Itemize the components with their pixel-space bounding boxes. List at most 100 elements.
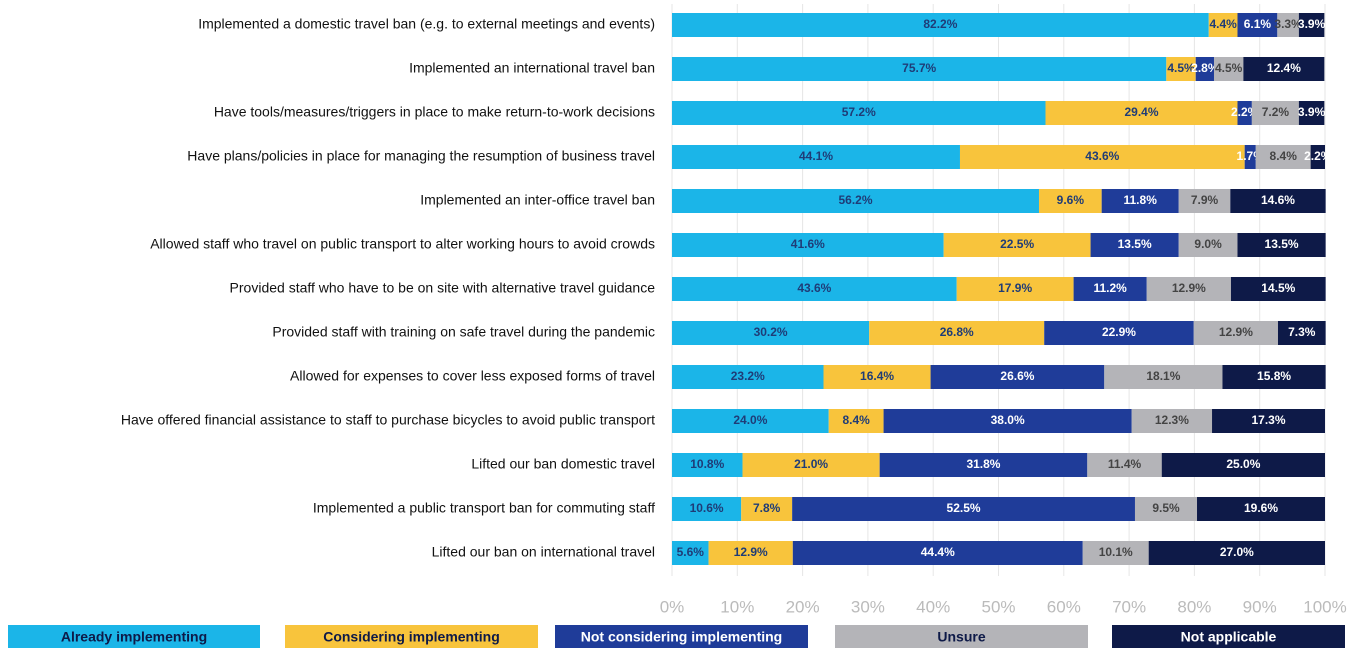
value-label: 25.0%	[1226, 457, 1260, 471]
category-label: Have tools/measures/triggers in place to…	[214, 104, 655, 120]
bar-segment	[672, 101, 1046, 125]
bar-segment	[742, 453, 880, 477]
bar-segment	[1213, 57, 1244, 81]
bar-segment	[956, 277, 1074, 301]
bar-segment	[1166, 57, 1196, 81]
bar-segment	[1230, 189, 1326, 213]
bar-segment	[1045, 101, 1238, 125]
bar-segment	[1251, 101, 1299, 125]
value-label: 10.8%	[690, 457, 724, 471]
bar-segment	[959, 145, 1245, 169]
bar-segment	[672, 365, 824, 389]
bar-segment	[1073, 277, 1147, 301]
bar-segment	[672, 145, 960, 169]
value-label: 11.4%	[1108, 457, 1142, 471]
bar-segment	[672, 277, 957, 301]
bar-segment	[869, 321, 1045, 345]
value-label: 17.9%	[998, 281, 1032, 295]
value-label: 43.6%	[797, 281, 831, 295]
value-label: 22.9%	[1102, 325, 1136, 339]
value-label: 31.8%	[966, 457, 1000, 471]
value-label: 4.5%	[1167, 61, 1195, 75]
value-label: 12.3%	[1155, 413, 1189, 427]
value-label: 10.6%	[690, 501, 724, 515]
legend-swatch	[1112, 625, 1345, 648]
bar-segment	[1090, 233, 1179, 257]
bar-segment	[792, 497, 1135, 521]
value-label: 12.4%	[1267, 61, 1301, 75]
value-label: 19.6%	[1244, 501, 1278, 515]
x-tick-label: 80%	[1177, 597, 1211, 616]
value-label: 12.9%	[1172, 281, 1206, 295]
value-label: 12.9%	[734, 545, 768, 559]
category-label: Provided staff who have to be on site wi…	[230, 280, 656, 296]
bar-segment	[672, 189, 1039, 213]
x-tick-label: 50%	[981, 597, 1015, 616]
value-label: 57.2%	[842, 105, 876, 119]
value-label: 14.5%	[1261, 281, 1295, 295]
value-label: 24.0%	[733, 413, 767, 427]
bar-segment	[1310, 145, 1325, 169]
x-tick-label: 70%	[1112, 597, 1146, 616]
bar-segment	[708, 541, 793, 565]
legend-label: Not considering implementing	[581, 629, 782, 645]
bar-segment	[1134, 497, 1198, 521]
value-label: 44.1%	[799, 149, 833, 163]
value-label: 9.6%	[1057, 193, 1085, 207]
value-label: 13.5%	[1265, 237, 1299, 251]
value-label: 75.7%	[902, 61, 936, 75]
value-label: 8.4%	[842, 413, 870, 427]
value-label: 9.5%	[1152, 501, 1180, 515]
category-label: Allowed staff who travel on public trans…	[150, 236, 655, 252]
bar-segment	[1178, 233, 1238, 257]
value-label: 8.4%	[1270, 149, 1298, 163]
value-label: 82.2%	[923, 17, 957, 31]
bar-segment	[1161, 453, 1325, 477]
value-label: 15.8%	[1257, 369, 1291, 383]
category-label: Implemented an inter-office travel ban	[420, 192, 655, 208]
x-tick-label: 100%	[1303, 597, 1346, 616]
bar-segment	[672, 497, 742, 521]
value-label: 5.6%	[677, 545, 705, 559]
value-label: 9.0%	[1194, 237, 1222, 251]
value-label: 3.9%	[1298, 105, 1326, 119]
value-label: 26.8%	[940, 325, 974, 339]
legend-swatch	[835, 625, 1088, 648]
bar-segment	[792, 541, 1083, 565]
bar-segment	[879, 453, 1088, 477]
category-label: Lifted our ban on international travel	[432, 544, 655, 560]
bar-segment	[1195, 57, 1214, 81]
bar-segment	[1082, 541, 1149, 565]
bar-segment	[1222, 365, 1326, 389]
bar-segment	[672, 321, 870, 345]
bar-segment	[672, 57, 1167, 81]
value-label: 52.5%	[947, 501, 981, 515]
bar-segment	[1101, 189, 1179, 213]
bar-segment	[1277, 13, 1299, 37]
value-label: 41.6%	[791, 237, 825, 251]
category-label: Provided staff with training on safe tra…	[272, 324, 655, 340]
category-label: Implemented a public transport ban for c…	[313, 500, 655, 516]
value-label: 23.2%	[731, 369, 765, 383]
bar-segment	[1230, 277, 1326, 301]
bar-segment	[1277, 321, 1326, 345]
bar-segment	[1038, 189, 1102, 213]
value-label: 21.0%	[794, 457, 828, 471]
legend-label: Already implementing	[61, 629, 207, 645]
category-label: Have offered financial assistance to sta…	[121, 412, 655, 428]
value-label: 43.6%	[1085, 149, 1119, 163]
value-label: 30.2%	[754, 325, 788, 339]
x-tick-label: 20%	[786, 597, 820, 616]
category-label: Lifted our ban domestic travel	[471, 456, 655, 472]
bar-segment	[1178, 189, 1231, 213]
bar-segment	[1044, 321, 1194, 345]
x-tick-label: 0%	[660, 597, 685, 616]
x-tick-label: 90%	[1243, 597, 1277, 616]
value-label: 4.5%	[1215, 61, 1243, 75]
value-label: 11.2%	[1093, 281, 1127, 295]
legend-label: Unsure	[937, 629, 985, 645]
bar-segment	[1237, 233, 1326, 257]
value-label: 2.2%	[1304, 149, 1332, 163]
value-label: 3.3%	[1274, 17, 1302, 31]
value-label: 3.9%	[1298, 17, 1326, 31]
